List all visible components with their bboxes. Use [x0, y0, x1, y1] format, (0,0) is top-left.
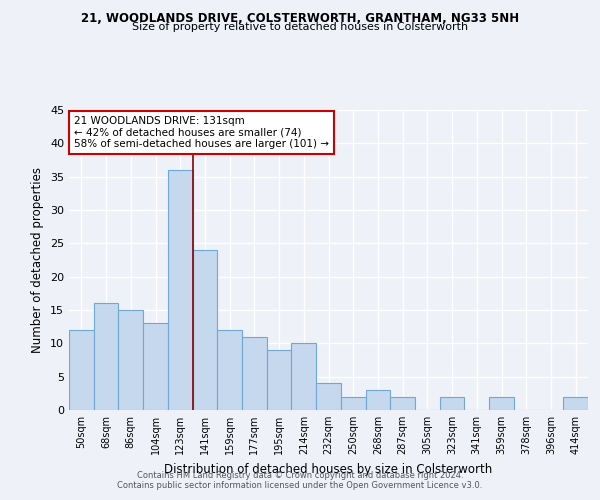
Bar	[563, 396, 588, 410]
Bar	[365, 390, 390, 410]
Bar	[390, 396, 415, 410]
Bar	[489, 396, 514, 410]
Bar	[118, 310, 143, 410]
Text: 21, WOODLANDS DRIVE, COLSTERWORTH, GRANTHAM, NG33 5NH: 21, WOODLANDS DRIVE, COLSTERWORTH, GRANT…	[81, 12, 519, 26]
Bar	[341, 396, 365, 410]
Text: Size of property relative to detached houses in Colsterworth: Size of property relative to detached ho…	[132, 22, 468, 32]
Bar	[193, 250, 217, 410]
Bar	[94, 304, 118, 410]
Text: Contains HM Land Registry data © Crown copyright and database right 2024.: Contains HM Land Registry data © Crown c…	[137, 471, 463, 480]
Bar	[143, 324, 168, 410]
Bar	[217, 330, 242, 410]
Text: 21 WOODLANDS DRIVE: 131sqm
← 42% of detached houses are smaller (74)
58% of semi: 21 WOODLANDS DRIVE: 131sqm ← 42% of deta…	[74, 116, 329, 149]
Text: Contains public sector information licensed under the Open Government Licence v3: Contains public sector information licen…	[118, 481, 482, 490]
Bar	[292, 344, 316, 410]
Bar	[440, 396, 464, 410]
Bar	[168, 170, 193, 410]
Bar	[69, 330, 94, 410]
Bar	[316, 384, 341, 410]
X-axis label: Distribution of detached houses by size in Colsterworth: Distribution of detached houses by size …	[164, 462, 493, 475]
Bar	[242, 336, 267, 410]
Bar	[267, 350, 292, 410]
Y-axis label: Number of detached properties: Number of detached properties	[31, 167, 44, 353]
